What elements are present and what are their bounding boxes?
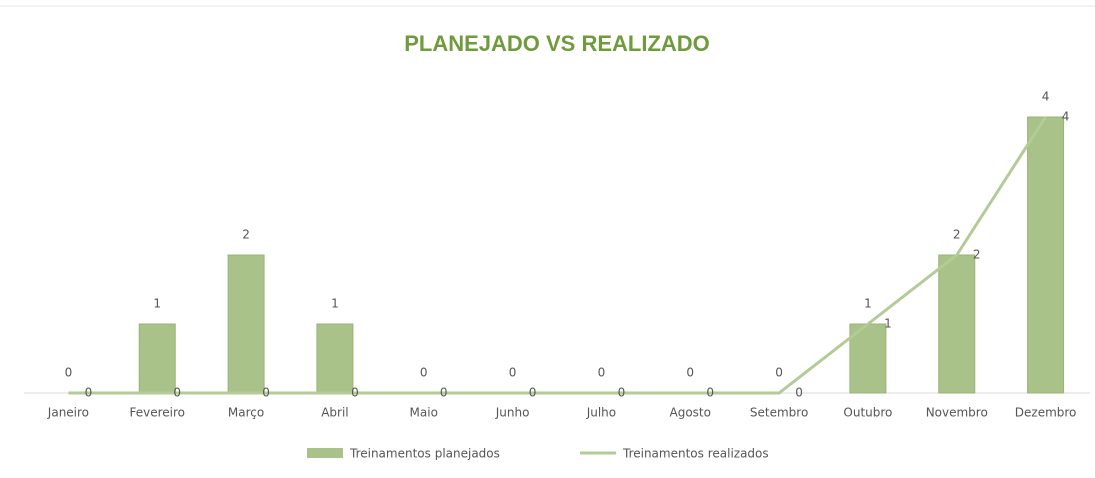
data-label: 0 bbox=[529, 386, 537, 400]
x-tick-label: Março bbox=[228, 406, 264, 420]
data-label: 4 bbox=[1062, 110, 1070, 124]
data-label: 0 bbox=[173, 386, 181, 400]
chart-title: PLANEJADO VS REALIZADO bbox=[404, 31, 710, 56]
data-label: 1 bbox=[864, 297, 872, 311]
data-label: 0 bbox=[618, 386, 626, 400]
x-tick-label: Fevereiro bbox=[129, 406, 185, 420]
data-label: 0 bbox=[598, 366, 606, 380]
data-label: 0 bbox=[420, 366, 428, 380]
bar bbox=[938, 254, 976, 394]
legend-label: Treinamentos planejados bbox=[349, 447, 500, 461]
x-tick-label: Agosto bbox=[670, 406, 711, 420]
data-label: 0 bbox=[706, 386, 714, 400]
data-label: 0 bbox=[440, 386, 448, 400]
data-label: 2 bbox=[973, 248, 981, 262]
data-label: 0 bbox=[509, 366, 517, 380]
data-label: 0 bbox=[795, 386, 803, 400]
x-tick-label: Julho bbox=[586, 406, 616, 420]
data-label: 0 bbox=[262, 386, 270, 400]
x-tick-label: Setembro bbox=[750, 406, 808, 420]
x-tick-label: Outubro bbox=[843, 406, 892, 420]
data-label: 4 bbox=[1042, 90, 1050, 104]
data-label: 0 bbox=[351, 386, 359, 400]
data-label: 0 bbox=[686, 366, 694, 380]
x-tick-label: Dezembro bbox=[1015, 406, 1077, 420]
data-label: 1 bbox=[884, 317, 892, 331]
line bbox=[68, 116, 1047, 395]
data-label: 0 bbox=[775, 366, 783, 380]
legend-label: Treinamentos realizados bbox=[622, 447, 769, 461]
bar bbox=[316, 323, 354, 394]
data-label: 0 bbox=[85, 386, 93, 400]
data-label: 0 bbox=[65, 366, 73, 380]
bar bbox=[849, 323, 887, 394]
bar bbox=[138, 323, 176, 394]
x-tick-label: Junho bbox=[495, 406, 530, 420]
data-label: 2 bbox=[953, 228, 961, 242]
x-tick-label: Janeiro bbox=[47, 406, 89, 420]
x-tick-label: Maio bbox=[410, 406, 438, 420]
data-label: 1 bbox=[153, 297, 161, 311]
data-label: 1 bbox=[331, 297, 339, 311]
bar bbox=[1027, 116, 1065, 394]
x-tick-label: Novembro bbox=[926, 406, 988, 420]
legend-swatch bbox=[307, 448, 343, 458]
x-tick-label: Abril bbox=[321, 406, 348, 420]
data-label: 2 bbox=[242, 228, 250, 242]
bar bbox=[227, 254, 265, 394]
